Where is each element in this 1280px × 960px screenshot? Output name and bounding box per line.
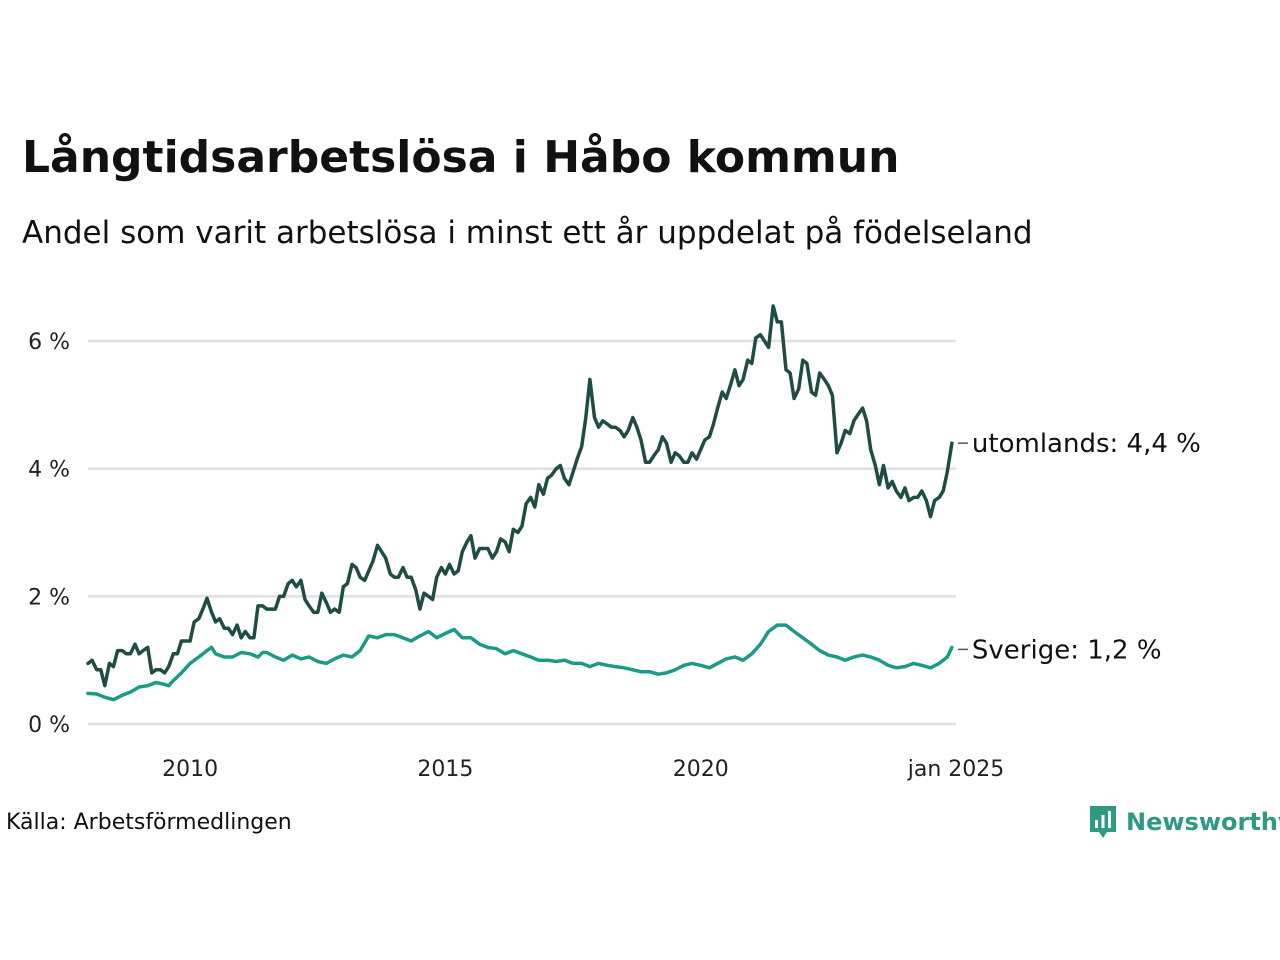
series-line-sverige	[86, 623, 954, 702]
y-tick-label: 0 %	[28, 713, 70, 738]
y-axis-ticks: 0 % 2 % 4 % 6 %	[28, 330, 70, 738]
x-axis-ticks: 2010 2015 2020 jan 2025	[162, 757, 1004, 782]
chart-title: Långtidsarbetslösa i Håbo kommun	[22, 132, 900, 183]
grid-lines	[88, 339, 956, 726]
end-label-sverige: Sverige: 1,2 %	[972, 635, 1162, 665]
source-note: Källa: Arbetsförmedlingen	[6, 810, 292, 835]
series-line-utomlands	[86, 304, 954, 688]
x-tick-label: 2010	[162, 757, 218, 782]
x-tick-label: jan 2025	[907, 757, 1005, 782]
brand-name: Newsworthy	[1126, 808, 1280, 836]
series-lines	[86, 304, 954, 702]
y-tick-label: 4 %	[28, 458, 70, 483]
x-tick-label: 2020	[673, 757, 729, 782]
end-label-utomlands: utomlands: 4,4 %	[972, 429, 1201, 459]
y-tick-label: 2 %	[28, 585, 70, 610]
brand-logo: Newsworthy	[1088, 804, 1280, 840]
chart-subtitle: Andel som varit arbetslösa i minst ett å…	[22, 215, 1033, 251]
end-labels: utomlands: 4,4 % Sverige: 1,2 %	[957, 429, 1201, 665]
x-tick-label: 2015	[417, 757, 473, 782]
y-tick-label: 6 %	[28, 330, 70, 355]
newsworthy-logo-icon	[1090, 806, 1116, 838]
